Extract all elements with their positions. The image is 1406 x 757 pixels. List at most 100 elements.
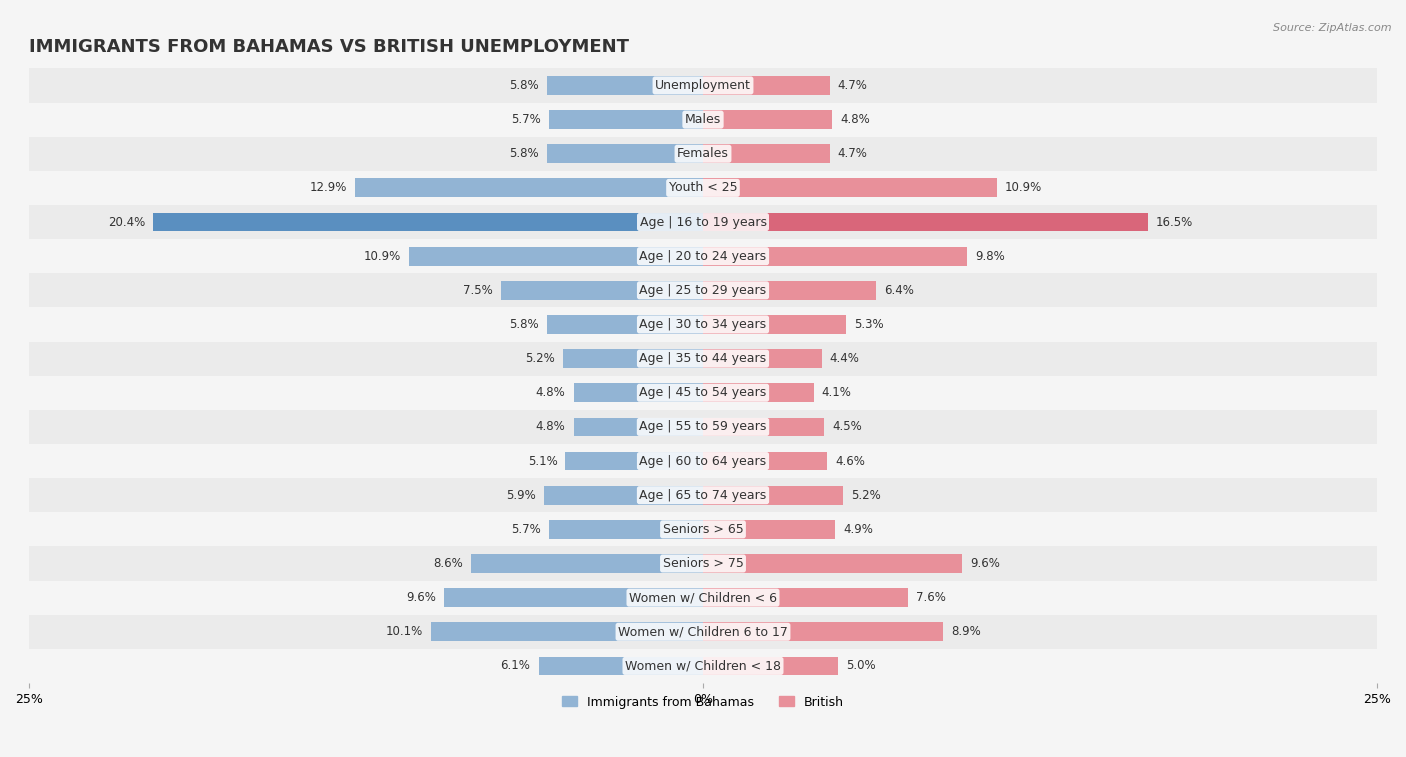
Text: 9.6%: 9.6%	[406, 591, 436, 604]
Bar	[703, 315, 846, 334]
Text: Age | 45 to 54 years: Age | 45 to 54 years	[640, 386, 766, 399]
Text: 5.3%: 5.3%	[853, 318, 883, 331]
Bar	[30, 547, 1376, 581]
Text: Seniors > 65: Seniors > 65	[662, 523, 744, 536]
Text: Males: Males	[685, 113, 721, 126]
Bar	[703, 452, 827, 470]
Text: 4.7%: 4.7%	[838, 79, 868, 92]
Bar	[703, 486, 844, 505]
Text: 5.0%: 5.0%	[846, 659, 876, 672]
Bar	[30, 102, 1376, 137]
Bar	[703, 179, 997, 198]
Bar	[30, 512, 1376, 547]
Bar	[30, 341, 1376, 375]
Text: 5.2%: 5.2%	[851, 489, 882, 502]
Bar	[703, 418, 824, 436]
Text: 4.8%: 4.8%	[536, 386, 565, 399]
Bar	[471, 554, 703, 573]
Bar	[703, 213, 1147, 232]
Bar	[30, 205, 1376, 239]
Text: Age | 35 to 44 years: Age | 35 to 44 years	[640, 352, 766, 365]
Bar	[30, 307, 1376, 341]
Bar	[444, 588, 703, 607]
Text: Age | 65 to 74 years: Age | 65 to 74 years	[640, 489, 766, 502]
Bar	[547, 145, 703, 163]
Text: 6.4%: 6.4%	[883, 284, 914, 297]
Bar	[501, 281, 703, 300]
Text: 4.5%: 4.5%	[832, 420, 862, 434]
Bar	[30, 239, 1376, 273]
Bar	[703, 111, 832, 129]
Text: 4.1%: 4.1%	[821, 386, 852, 399]
Text: Seniors > 75: Seniors > 75	[662, 557, 744, 570]
Text: 16.5%: 16.5%	[1156, 216, 1194, 229]
Text: 7.6%: 7.6%	[915, 591, 946, 604]
Text: Age | 30 to 34 years: Age | 30 to 34 years	[640, 318, 766, 331]
Text: 5.8%: 5.8%	[509, 79, 538, 92]
Text: 5.7%: 5.7%	[512, 113, 541, 126]
Text: 5.2%: 5.2%	[524, 352, 555, 365]
Text: Source: ZipAtlas.com: Source: ZipAtlas.com	[1274, 23, 1392, 33]
Bar	[703, 588, 908, 607]
Bar	[574, 418, 703, 436]
Text: 5.9%: 5.9%	[506, 489, 536, 502]
Bar	[30, 410, 1376, 444]
Bar	[562, 349, 703, 368]
Bar	[30, 375, 1376, 410]
Text: 4.9%: 4.9%	[844, 523, 873, 536]
Text: 4.8%: 4.8%	[841, 113, 870, 126]
Text: 5.8%: 5.8%	[509, 318, 538, 331]
Text: IMMIGRANTS FROM BAHAMAS VS BRITISH UNEMPLOYMENT: IMMIGRANTS FROM BAHAMAS VS BRITISH UNEMP…	[30, 38, 628, 56]
Bar	[703, 76, 830, 95]
Text: Age | 25 to 29 years: Age | 25 to 29 years	[640, 284, 766, 297]
Bar	[30, 581, 1376, 615]
Bar	[30, 615, 1376, 649]
Bar	[30, 444, 1376, 478]
Legend: Immigrants from Bahamas, British: Immigrants from Bahamas, British	[557, 690, 849, 714]
Bar	[30, 137, 1376, 171]
Text: 9.8%: 9.8%	[976, 250, 1005, 263]
Text: 5.8%: 5.8%	[509, 148, 538, 160]
Text: 5.7%: 5.7%	[512, 523, 541, 536]
Text: Age | 60 to 64 years: Age | 60 to 64 years	[640, 454, 766, 468]
Bar	[550, 520, 703, 539]
Bar	[356, 179, 703, 198]
Bar	[30, 273, 1376, 307]
Text: Age | 55 to 59 years: Age | 55 to 59 years	[640, 420, 766, 434]
Bar	[547, 76, 703, 95]
Bar	[703, 383, 814, 402]
Text: Age | 20 to 24 years: Age | 20 to 24 years	[640, 250, 766, 263]
Text: 10.9%: 10.9%	[1005, 182, 1042, 195]
Bar	[547, 315, 703, 334]
Text: 4.6%: 4.6%	[835, 454, 865, 468]
Text: Females: Females	[678, 148, 728, 160]
Text: 8.6%: 8.6%	[433, 557, 463, 570]
Bar	[538, 656, 703, 675]
Bar	[574, 383, 703, 402]
Bar	[544, 486, 703, 505]
Text: 9.6%: 9.6%	[970, 557, 1000, 570]
Text: 12.9%: 12.9%	[309, 182, 347, 195]
Bar	[703, 349, 821, 368]
Text: 10.1%: 10.1%	[385, 625, 423, 638]
Bar	[703, 247, 967, 266]
Text: Women w/ Children 6 to 17: Women w/ Children 6 to 17	[619, 625, 787, 638]
Bar	[30, 171, 1376, 205]
Text: 4.7%: 4.7%	[838, 148, 868, 160]
Bar	[703, 554, 962, 573]
Text: 4.8%: 4.8%	[536, 420, 565, 434]
Bar	[30, 68, 1376, 102]
Text: Youth < 25: Youth < 25	[669, 182, 737, 195]
Bar	[550, 111, 703, 129]
Bar	[30, 649, 1376, 683]
Text: 6.1%: 6.1%	[501, 659, 530, 672]
Text: 7.5%: 7.5%	[463, 284, 492, 297]
Text: 5.1%: 5.1%	[527, 454, 557, 468]
Bar	[409, 247, 703, 266]
Text: 4.4%: 4.4%	[830, 352, 859, 365]
Text: 8.9%: 8.9%	[950, 625, 981, 638]
Text: 20.4%: 20.4%	[108, 216, 145, 229]
Bar	[153, 213, 703, 232]
Text: Women w/ Children < 6: Women w/ Children < 6	[628, 591, 778, 604]
Text: Unemployment: Unemployment	[655, 79, 751, 92]
